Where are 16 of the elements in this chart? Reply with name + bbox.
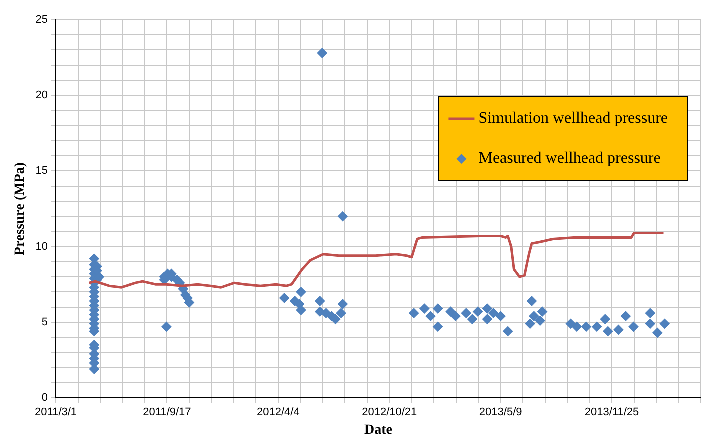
x-tick-label: 2013/5/9 — [479, 406, 522, 419]
x-tick-label: 2013/11/25 — [584, 406, 640, 419]
x-tick-label: 2011/9/17 — [143, 406, 192, 419]
y-tick-label: 25 — [36, 14, 48, 26]
legend-label: Measured wellhead pressure — [478, 150, 661, 168]
y-tick-label: 20 — [36, 90, 48, 102]
x-tick-label: 2012/4/4 — [257, 406, 300, 419]
x-axis-title: Date — [364, 423, 393, 438]
x-tick-label: 2011/3/1 — [35, 406, 78, 419]
y-tick-label: 10 — [36, 240, 48, 253]
y-tick-label: 5 — [42, 316, 48, 328]
y-tick-label: 0 — [42, 392, 48, 404]
legend-label: Simulation wellhead pressure — [478, 110, 668, 128]
y-axis-title: Pressure (MPa) — [13, 162, 28, 256]
x-tick-label: 2012/10/21 — [362, 406, 418, 419]
y-tick-label: 15 — [36, 165, 48, 178]
